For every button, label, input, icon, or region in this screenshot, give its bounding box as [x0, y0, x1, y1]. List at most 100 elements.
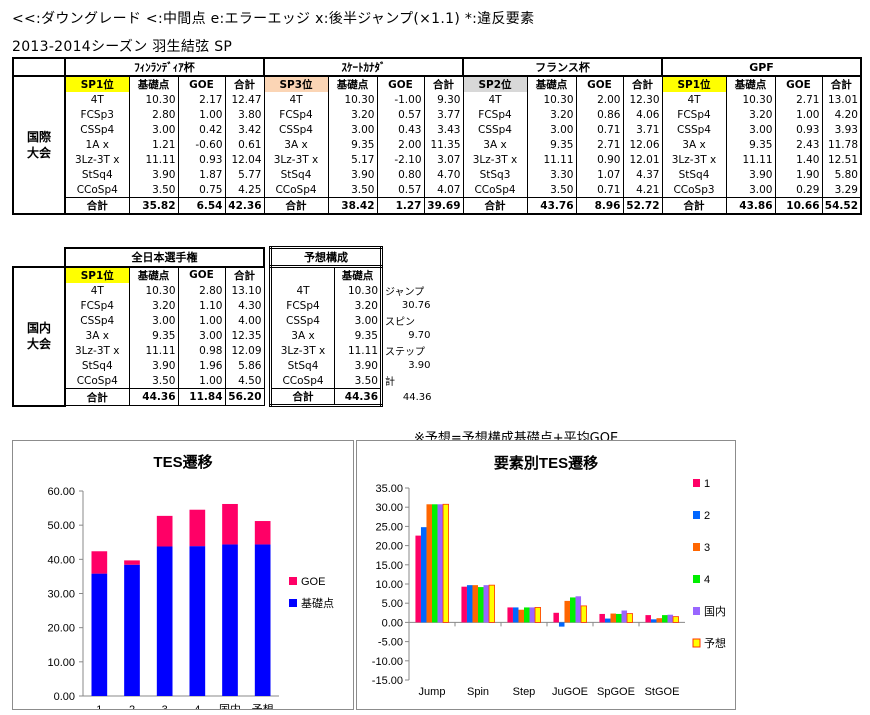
total-value: 3.71 [622, 122, 663, 137]
base-value: 3.20 [128, 298, 179, 313]
x-tick-label: StGOE [645, 686, 680, 698]
base-value: 38.42 [327, 197, 378, 215]
base-value: 9.35 [128, 328, 179, 343]
element-row: CCoSp4 3.50 1.00 4.50 CCoSp4 3.50 計 [13, 373, 434, 389]
bar-series-2 [604, 618, 611, 623]
total-value: 4.21 [622, 182, 663, 198]
side-note: 3.90 [408, 360, 431, 371]
group-label-line: 国内 [26, 321, 51, 335]
base-value: 3.30 [526, 167, 577, 182]
x-tick-label: 4 [194, 704, 200, 709]
element-row: StSq4 3.90 1.87 5.77 StSq4 3.90 0.80 4.70 StSq3 3… [13, 167, 862, 182]
y-tick-label: -15.00 [372, 675, 403, 687]
total-value: 42.36 [224, 197, 265, 215]
legend-swatch [289, 577, 297, 585]
base-value: 1.21 [128, 137, 179, 152]
y-tick-label: 60.00 [47, 486, 75, 498]
goe-value: 1.00 [774, 107, 823, 122]
x-tick-label: 3 [162, 704, 168, 709]
base-value: 3.20 [725, 107, 776, 122]
forecast-element: FCSp4 [269, 298, 335, 313]
base-value: 11.11 [526, 152, 577, 167]
total-value: 9.30 [423, 92, 464, 107]
element-code: CSSp4 [462, 122, 528, 137]
element-row: CSSp4 3.00 0.42 3.42 CSSp4 3.00 0.43 3.43 CSSp4 3… [13, 122, 862, 137]
base-header: 基礎点 [526, 75, 577, 92]
total-value: 12.09 [224, 343, 265, 358]
goe-value: 1.87 [177, 167, 226, 182]
total-header: 合計 [622, 75, 663, 92]
element-code: FCSp4 [263, 107, 329, 122]
goe-value: -0.60 [177, 137, 226, 152]
side-note: ジャンプ [385, 287, 425, 298]
x-tick-label: 予想 [252, 702, 274, 709]
total-value: 4.20 [821, 107, 862, 122]
goe-value: 10.66 [774, 197, 823, 215]
total-value: 4.37 [622, 167, 663, 182]
goe-value: 11.84 [177, 388, 226, 406]
bar-series-4 [662, 615, 668, 623]
element-code: StSq3 [462, 167, 528, 182]
tes-transition-svg: TES遷移 0.00 10.00 20.00 30.00 40.00 50.00 60.00 1… [47, 453, 334, 715]
bar-series-5 [621, 610, 628, 623]
element-row: 合計 35.82 6.54 42.36 合計 38.42 1.27 39.69 合計 43.76 8… [13, 197, 862, 215]
goe-header: GOE [575, 75, 624, 92]
forecast-element: 3A x [269, 328, 335, 343]
base-value: 11.11 [725, 152, 776, 167]
total-value: 12.01 [622, 152, 663, 167]
forecast-element: 合計 [269, 388, 335, 407]
forecast-element: CSSp4 [269, 313, 335, 328]
base-value: 11.11 [128, 152, 179, 167]
total-value: 12.35 [224, 328, 265, 343]
goe-value: 0.57 [376, 107, 425, 122]
element-code: 3Lz-3T x [64, 152, 130, 167]
element-code: 3A x [263, 137, 329, 152]
bar-series-4 [616, 613, 622, 623]
chart-title: 要素別TES遷移 [494, 454, 598, 472]
goe-value: 0.29 [774, 182, 823, 198]
base-value: 3.00 [128, 313, 179, 328]
bar-base [189, 546, 206, 696]
x-tick-label: Step [513, 686, 536, 698]
bar-series-4 [432, 504, 438, 623]
bar-series-4 [524, 607, 530, 623]
forecast-base: 11.11 [334, 343, 383, 358]
x-tick-label: 国内 [219, 702, 241, 709]
legend-swatch [289, 599, 297, 607]
y-tick-label: 30.00 [47, 589, 75, 601]
y-tick-label: -5.00 [378, 637, 403, 649]
goe-value: 1.00 [177, 313, 226, 328]
y-tick-label: 40.00 [47, 554, 75, 566]
element-code: CCoSp4 [263, 182, 329, 198]
legend-swatch [692, 638, 701, 648]
spacer-cell [382, 248, 434, 267]
element-row: 3Lz-3T x 11.11 0.93 12.04 3Lz-3T x 5.17 -2.10 3… [13, 152, 862, 167]
forecast-element: 4T [269, 283, 335, 298]
goe-value: 1.10 [177, 298, 226, 313]
element-code: 3Lz-3T x [64, 343, 130, 358]
placement-badge: SP1位 [64, 266, 130, 283]
y-tick-label: 0.00 [382, 617, 403, 629]
goe-value: 0.75 [177, 182, 226, 198]
legend-swatch [693, 607, 700, 615]
bar-series-5 [667, 614, 674, 623]
element-code: 合計 [263, 197, 329, 215]
goe-value: 0.80 [376, 167, 425, 182]
base-value: 43.76 [526, 197, 577, 215]
total-value: 3.07 [423, 152, 464, 167]
base-value: 3.50 [526, 182, 577, 198]
total-value: 52.72 [622, 197, 663, 215]
legend-label: 1 [704, 478, 710, 490]
element-code: 合計 [462, 197, 528, 215]
y-tick-label: 50.00 [47, 520, 75, 532]
total-value: 11.35 [423, 137, 464, 152]
element-row: FCSp3 2.80 1.00 3.80 FCSp4 3.20 0.57 3.77 FCSp4 3… [13, 107, 862, 122]
element-code: CSSp4 [661, 122, 727, 137]
competition-name: 全日本選手権 [64, 246, 265, 268]
goe-value: 1.40 [774, 152, 823, 167]
element-row: 3A x 9.35 3.00 12.35 3A x 9.35 9.70 [13, 328, 434, 343]
total-value: 5.77 [224, 167, 265, 182]
base-value: 5.17 [327, 152, 378, 167]
bar-goe [222, 503, 238, 545]
y-tick-label: 10.00 [375, 579, 403, 591]
